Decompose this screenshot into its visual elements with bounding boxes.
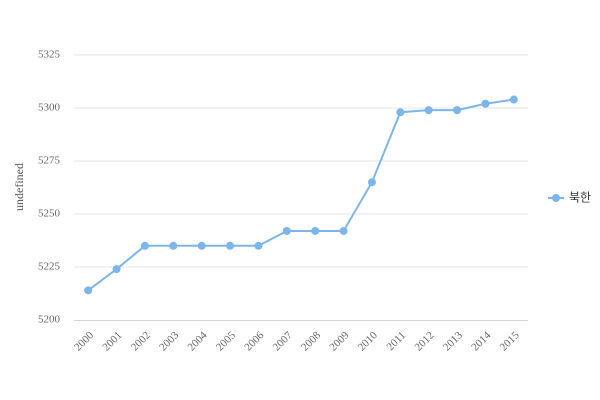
x-tick-label: 2007 xyxy=(271,329,295,353)
y-axis-title: undefined xyxy=(12,163,26,211)
x-tick-label: 2013 xyxy=(441,329,465,353)
data-point xyxy=(226,241,235,250)
data-point xyxy=(197,241,206,250)
x-tick-label: 2009 xyxy=(327,329,351,353)
x-tick-label: 2011 xyxy=(384,329,408,353)
x-tick-label: 2005 xyxy=(214,329,238,353)
data-point xyxy=(311,226,320,235)
data-point xyxy=(112,265,121,274)
data-point xyxy=(282,226,291,235)
x-tick-label: 2006 xyxy=(242,329,266,353)
data-point xyxy=(169,241,178,250)
data-point xyxy=(396,108,405,117)
data-point xyxy=(424,106,433,115)
data-point xyxy=(481,99,490,108)
x-tick-label: 2000 xyxy=(72,329,96,353)
data-point xyxy=(84,286,93,295)
legend-marker xyxy=(552,194,560,202)
data-point xyxy=(339,226,348,235)
x-tick-label: 2003 xyxy=(157,329,181,353)
data-point xyxy=(254,241,263,250)
x-tick-label: 2001 xyxy=(100,329,124,353)
y-tick-label: 5300 xyxy=(38,102,61,114)
x-tick-label: 2008 xyxy=(299,329,323,353)
data-point xyxy=(367,178,376,187)
y-tick-label: 5200 xyxy=(38,314,61,326)
y-tick-label: 5275 xyxy=(38,155,61,167)
y-tick-label: 5250 xyxy=(38,208,61,220)
x-tick-label: 2004 xyxy=(186,329,210,353)
x-tick-label: 2014 xyxy=(469,329,493,353)
x-tick-label: 2012 xyxy=(413,329,437,353)
legend-label: 북한 xyxy=(569,191,591,205)
data-point xyxy=(509,95,518,104)
x-tick-label: 2002 xyxy=(129,329,153,353)
x-tick-label: 2010 xyxy=(356,329,380,353)
y-tick-label: 5325 xyxy=(38,49,61,61)
y-tick-label: 5225 xyxy=(38,261,61,273)
line-series xyxy=(87,98,514,292)
x-tick-label: 2015 xyxy=(498,329,522,353)
data-point xyxy=(453,106,462,115)
data-point xyxy=(140,241,149,250)
